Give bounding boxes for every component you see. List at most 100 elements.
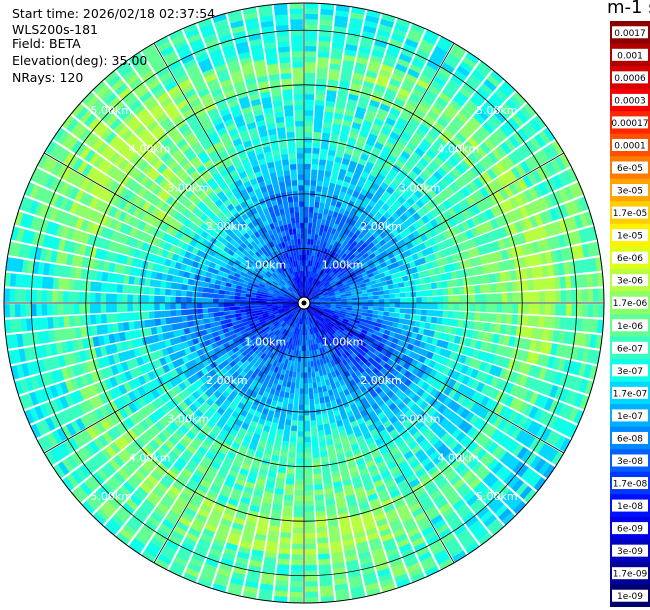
range-gate-cell bbox=[410, 291, 417, 298]
range-gate-cell bbox=[284, 392, 290, 399]
range-gate-cell bbox=[319, 202, 325, 209]
range-gate-cell bbox=[298, 399, 304, 405]
range-gate-cell bbox=[517, 280, 524, 292]
range-gate-cell bbox=[293, 522, 304, 529]
range-gate-cell bbox=[255, 305, 262, 308]
range-gate-cell bbox=[366, 288, 373, 293]
range-gate-cell bbox=[175, 309, 182, 317]
range-gate-cell bbox=[116, 303, 123, 313]
range-gate-cell bbox=[554, 277, 561, 289]
range-gate-cell bbox=[181, 284, 188, 291]
range-gate-cell bbox=[35, 289, 42, 303]
range-gate-cell bbox=[281, 445, 289, 453]
range-gate-cell bbox=[421, 290, 428, 297]
range-gate-cell bbox=[310, 233, 315, 240]
range-gate-cell bbox=[294, 393, 300, 400]
range-gate-cell bbox=[304, 158, 312, 165]
range-gate-cell bbox=[79, 315, 86, 326]
range-gate-cell bbox=[301, 351, 304, 357]
range-gate-cell bbox=[148, 311, 155, 319]
range-gate-cell bbox=[19, 304, 26, 317]
range-gate-cell bbox=[14, 288, 21, 302]
range-gate-cell bbox=[192, 285, 199, 292]
range-gate-cell bbox=[304, 77, 315, 84]
range-gate-cell bbox=[282, 219, 288, 226]
range-gate-cell bbox=[304, 345, 307, 352]
range-gate-cell bbox=[78, 303, 85, 314]
range-gate-cell bbox=[229, 310, 236, 315]
range-gate-cell bbox=[306, 254, 309, 261]
range-gate-cell bbox=[250, 303, 256, 306]
range-gate-cell bbox=[291, 548, 304, 555]
range-gate-cell bbox=[294, 211, 300, 218]
range-gate-cell bbox=[289, 158, 297, 165]
range-gate-cell bbox=[176, 283, 183, 290]
range-gate-cell bbox=[446, 280, 454, 288]
range-gate-cell bbox=[180, 296, 187, 303]
range-gate-cell bbox=[393, 288, 401, 294]
range-gate-cell bbox=[296, 152, 304, 159]
range-gate-cell bbox=[181, 315, 188, 322]
range-gate-cell bbox=[304, 468, 313, 475]
range-gate-cell bbox=[378, 294, 385, 299]
range-gate-cell bbox=[285, 120, 295, 128]
range-gate-cell bbox=[314, 234, 319, 241]
range-gate-cell bbox=[287, 223, 293, 230]
range-gate-cell bbox=[289, 441, 297, 448]
range-gate-cell bbox=[304, 361, 308, 368]
range-gate-cell bbox=[276, 564, 290, 571]
range-gate-cell bbox=[368, 299, 374, 303]
range-gate-cell bbox=[292, 185, 298, 192]
range-gate-cell bbox=[405, 297, 412, 303]
range-gate-cell bbox=[295, 377, 300, 384]
range-gate-cell bbox=[286, 381, 292, 388]
range-gate-cell bbox=[293, 516, 304, 523]
range-gate-cell bbox=[319, 224, 325, 231]
range-gate-cell bbox=[297, 163, 304, 170]
range-gate-cell bbox=[312, 142, 321, 149]
range-gate-cell bbox=[203, 318, 210, 324]
range-gate-cell bbox=[394, 293, 401, 299]
range-gate-cell bbox=[485, 284, 492, 293]
range-gate-cell bbox=[304, 340, 307, 347]
range-gate-cell bbox=[228, 295, 235, 300]
range-gate-cell bbox=[105, 313, 113, 324]
range-gate-cell bbox=[304, 543, 317, 550]
range-gate-cell bbox=[290, 430, 297, 437]
range-gate-cell bbox=[105, 293, 112, 303]
range-gate-cell bbox=[296, 233, 301, 240]
range-gate-cell bbox=[57, 316, 65, 328]
range-gate-cell bbox=[314, 104, 325, 112]
range-gate-cell bbox=[196, 308, 203, 314]
range-gate-cell bbox=[311, 228, 316, 235]
range-gate-cell bbox=[290, 169, 297, 176]
range-gate-cell bbox=[289, 392, 295, 400]
range-gate-cell bbox=[89, 303, 96, 314]
range-gate-cell bbox=[301, 249, 304, 255]
range-gate-cell bbox=[197, 286, 204, 293]
range-gate-cell bbox=[9, 288, 16, 302]
range-gate-cell bbox=[169, 296, 176, 303]
range-gate-cell bbox=[287, 403, 294, 410]
range-gate-cell bbox=[84, 314, 91, 326]
range-gate-cell bbox=[304, 383, 309, 389]
range-gate-cell bbox=[213, 288, 220, 294]
range-gate-cell bbox=[313, 206, 319, 214]
range-gate-cell bbox=[191, 308, 198, 315]
range-gate-cell bbox=[317, 51, 330, 58]
range-gate-cell bbox=[442, 288, 449, 296]
range-gate-cell bbox=[290, 24, 304, 31]
range-gate-cell bbox=[304, 351, 307, 357]
range-gate-cell bbox=[255, 300, 262, 303]
range-gate-cell bbox=[512, 292, 519, 303]
range-gate-cell bbox=[575, 274, 583, 288]
range-gate-cell bbox=[294, 206, 300, 213]
range-gate-cell bbox=[290, 217, 296, 224]
range-gate-cell bbox=[295, 126, 304, 132]
range-gate-cell bbox=[318, 46, 330, 53]
range-gate-cell bbox=[208, 317, 215, 323]
range-gate-cell bbox=[304, 115, 314, 122]
range-gate-cell bbox=[582, 289, 589, 302]
range-gate-cell bbox=[293, 511, 304, 518]
range-gate-cell bbox=[100, 303, 107, 313]
